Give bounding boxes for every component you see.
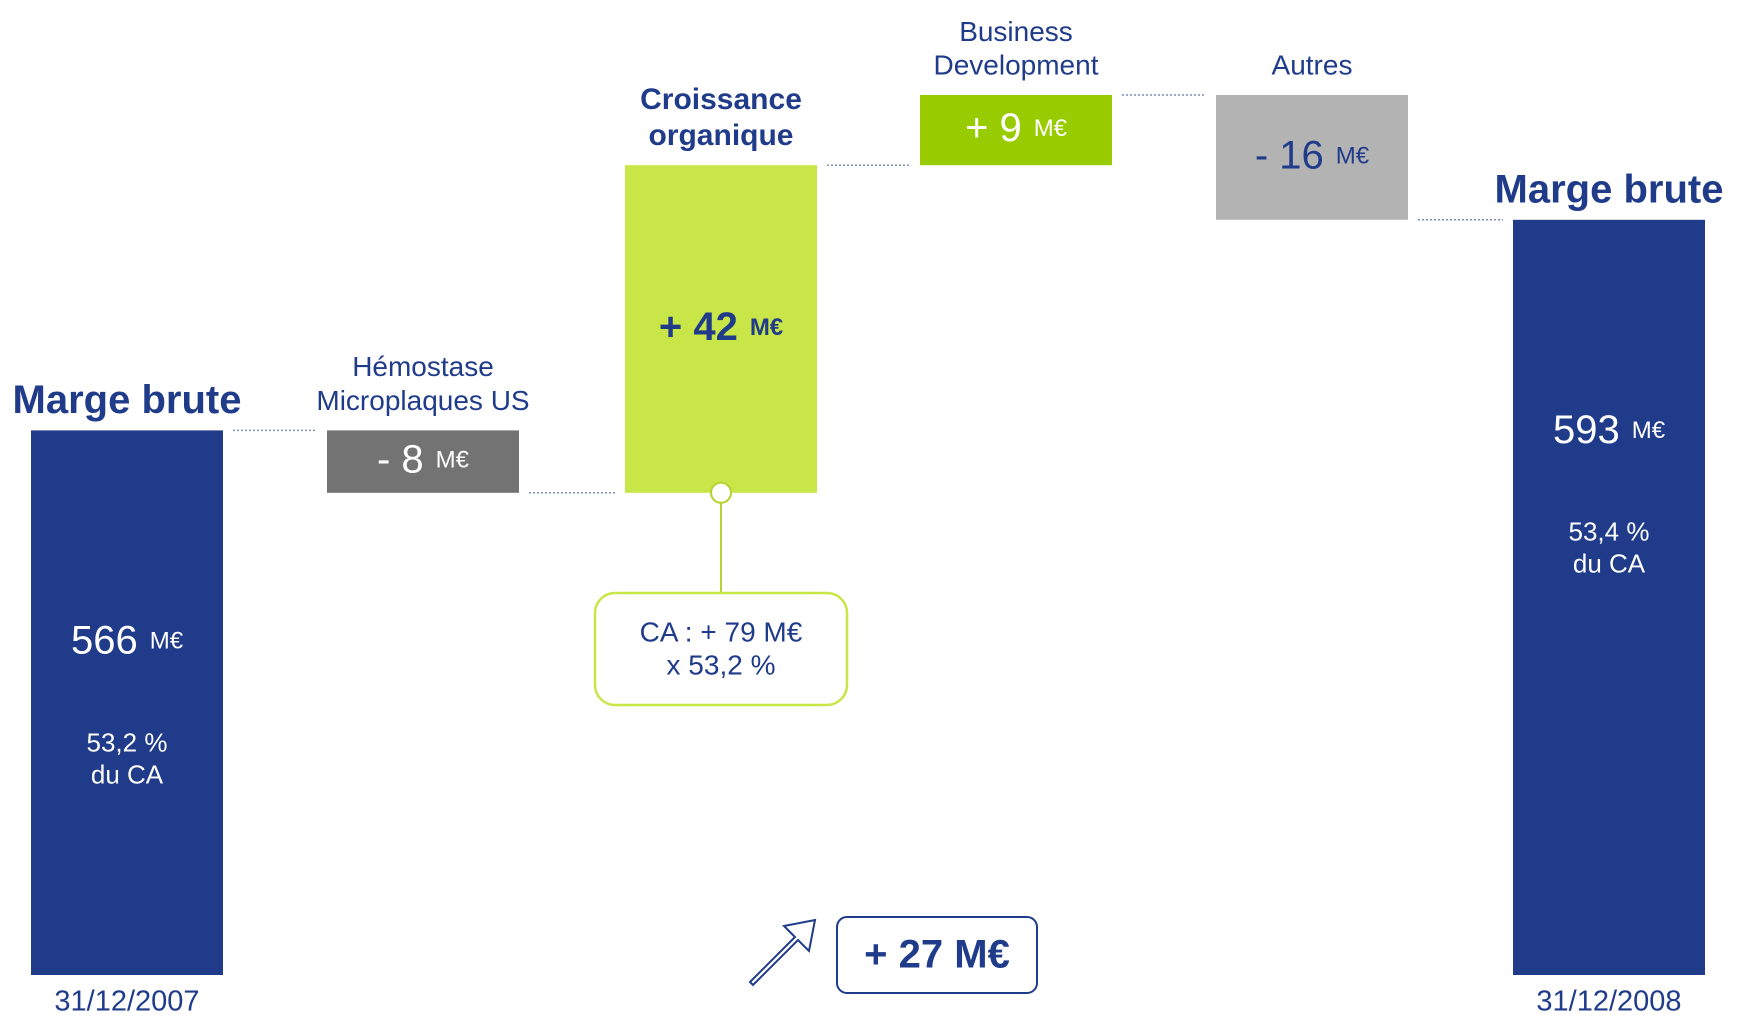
bar-note: 53,4 % — [1569, 517, 1650, 547]
bar-note: 53,2 % — [87, 727, 168, 757]
value-label: 593 M€ — [1553, 407, 1666, 451]
category-label: Marge brute — [1495, 167, 1724, 211]
category-label: organique — [648, 119, 793, 152]
value-number: + 9 — [965, 106, 1022, 150]
bar — [327, 430, 519, 493]
category-label: Croissance — [640, 83, 802, 116]
total-change: + 27 M€ — [864, 933, 1010, 977]
category-label: Marge brute — [13, 378, 242, 422]
callout-text: CA : + 79 M€ — [640, 616, 803, 647]
category-label: Business — [959, 16, 1073, 47]
callout-text: x 53,2 % — [667, 649, 776, 680]
category-label: Autres — [1272, 49, 1353, 80]
total-change-box — [836, 916, 1038, 994]
value-label: 566 M€ — [71, 618, 184, 662]
value-label: - 16 M€ — [1255, 133, 1370, 177]
bar-note: du CA — [1573, 549, 1646, 579]
value-number: 593 — [1553, 407, 1620, 451]
value-label: + 9 M€ — [965, 106, 1068, 150]
up-arrow — [748, 918, 817, 987]
bar — [625, 165, 817, 493]
value-unit: M€ — [1632, 417, 1666, 444]
value-label: - 8 M€ — [377, 437, 470, 481]
value-number: - 16 — [1255, 133, 1324, 177]
bar — [920, 95, 1112, 166]
bar-note: du CA — [91, 759, 164, 789]
date-label: 31/12/2008 — [1536, 986, 1681, 1018]
value-unit: M€ — [150, 628, 184, 655]
value-label: + 42 M€ — [659, 305, 783, 349]
value-number: 566 — [71, 618, 138, 662]
bar — [1513, 219, 1705, 976]
callout-box — [593, 591, 849, 707]
value-unit: M€ — [750, 314, 783, 341]
bar — [31, 430, 223, 975]
bar — [1216, 95, 1408, 220]
category-label: Microplaques US — [316, 385, 529, 416]
value-unit: M€ — [1034, 115, 1068, 142]
value-unit: M€ — [436, 447, 470, 474]
value-unit: M€ — [1336, 143, 1370, 170]
callout-dot — [710, 481, 732, 504]
value-number: - 8 — [377, 437, 424, 481]
value-number: + 42 — [659, 305, 738, 349]
category-label: Hémostase — [352, 351, 494, 382]
date-label: 31/12/2007 — [54, 986, 199, 1018]
category-label: Development — [934, 49, 1099, 80]
